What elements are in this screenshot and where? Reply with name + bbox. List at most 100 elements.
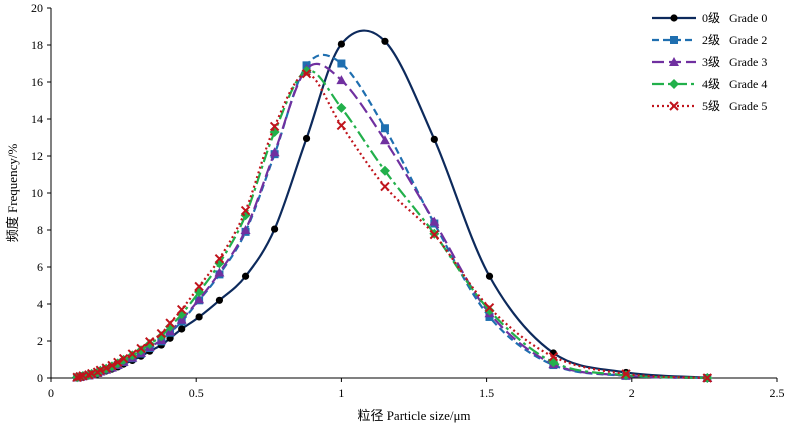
data-point [337, 59, 346, 68]
data-point [214, 267, 225, 277]
legend-item-4: 5级 Grade 5 [652, 99, 767, 113]
x-tick-label: 0.5 [189, 386, 204, 400]
data-point [269, 121, 280, 132]
legend-label: 3级 Grade 3 [702, 55, 767, 69]
legend-label: 0级 Grade 0 [702, 11, 767, 25]
data-point [176, 314, 187, 324]
x-tick-label: 0 [48, 386, 54, 400]
legend-label: 5级 Grade 5 [702, 99, 767, 113]
data-point [240, 205, 251, 216]
legend: 0级 Grade 0 2级 Grade 2 3级 Grade 3 4级 Grade 4… [652, 11, 767, 113]
data-point [118, 353, 129, 364]
data-point [484, 302, 495, 313]
data-point [194, 281, 204, 292]
data-point [548, 352, 559, 362]
data-point [269, 147, 280, 157]
marker-stroke [429, 229, 440, 240]
data-point [429, 229, 440, 240]
marker-stroke [176, 304, 187, 315]
marker-stroke [240, 205, 251, 216]
data-point [302, 134, 311, 143]
legend-marker [670, 14, 678, 22]
data-point [240, 225, 251, 234]
marker-stroke [380, 181, 390, 192]
x-tick-label: 2.5 [770, 386, 785, 400]
data-point [136, 345, 147, 356]
data-point [336, 120, 347, 131]
marker-stroke [269, 121, 280, 132]
legend-item-3: 4级 Grade 4 [652, 77, 767, 91]
data-point [107, 360, 117, 371]
data-point [269, 126, 280, 137]
data-point [144, 338, 155, 349]
x-tick-label: 1 [338, 386, 344, 400]
marker-stroke [156, 328, 167, 339]
marker-stroke [165, 318, 175, 328]
marker-stroke [107, 360, 117, 371]
data-point [337, 40, 345, 48]
y-tick-label: 20 [31, 1, 43, 15]
data-point [215, 296, 224, 304]
marker-stroke [75, 371, 85, 382]
marker-stroke [336, 120, 347, 131]
data-point [241, 272, 250, 280]
marker-stroke [194, 281, 204, 292]
legend-marker [669, 79, 679, 89]
series-line [76, 69, 708, 380]
series-layer [72, 29, 713, 383]
legend-item-0: 0级 Grade 0 [652, 11, 767, 25]
data-point [95, 365, 106, 375]
series-grade-4 [72, 68, 713, 383]
data-point [380, 181, 390, 192]
data-point [195, 313, 203, 321]
y-tick-label: 10 [31, 186, 43, 200]
x-axis-title: 粒径 Particle size/μm [357, 408, 470, 423]
marker-stroke [548, 352, 559, 362]
data-point [381, 37, 389, 45]
y-tick-label: 2 [37, 334, 43, 348]
marker-stroke [484, 302, 495, 313]
data-point [380, 124, 389, 133]
data-point [430, 135, 438, 143]
marker-stroke [127, 349, 138, 359]
marker-stroke [301, 68, 312, 79]
data-point [271, 225, 279, 233]
data-point [101, 363, 111, 373]
y-tick-label: 8 [37, 223, 43, 237]
data-point [178, 325, 186, 333]
data-point [165, 321, 176, 332]
marker-stroke [621, 369, 631, 379]
data-point [484, 305, 495, 316]
marker-stroke [118, 353, 129, 364]
axes: 0 0.5 1 1.5 2 2.5 0 2 4 6 8 10 12 14 16 18 20 [31, 1, 785, 400]
legend-label: 2级 Grade 2 [702, 33, 767, 47]
data-point [336, 102, 347, 113]
data-point [214, 253, 225, 264]
data-point [165, 318, 175, 328]
y-tick-label: 6 [37, 260, 43, 274]
data-point [176, 304, 187, 315]
y-tick-label: 16 [31, 75, 43, 89]
data-point [127, 349, 138, 359]
y-tick-label: 18 [31, 38, 43, 52]
marker-stroke [669, 101, 679, 111]
data-point [145, 337, 155, 347]
legend-item-1: 2级 Grade 2 [652, 33, 767, 47]
legend-marker [670, 36, 678, 44]
legend-item-2: 3级 Grade 3 [652, 55, 767, 69]
series-grade-2 [72, 62, 713, 382]
marker-stroke [95, 365, 106, 375]
marker-stroke [86, 368, 97, 379]
marker-stroke [101, 363, 111, 373]
data-point [156, 328, 167, 339]
marker-stroke [214, 253, 225, 264]
data-point [156, 331, 167, 342]
data-point [336, 75, 347, 85]
data-point [113, 357, 123, 367]
y-tick-label: 0 [37, 371, 43, 385]
data-point [127, 350, 138, 361]
data-point [301, 68, 312, 79]
x-tick-label: 2 [629, 386, 635, 400]
legend-marker [669, 57, 679, 66]
data-point [136, 343, 146, 354]
